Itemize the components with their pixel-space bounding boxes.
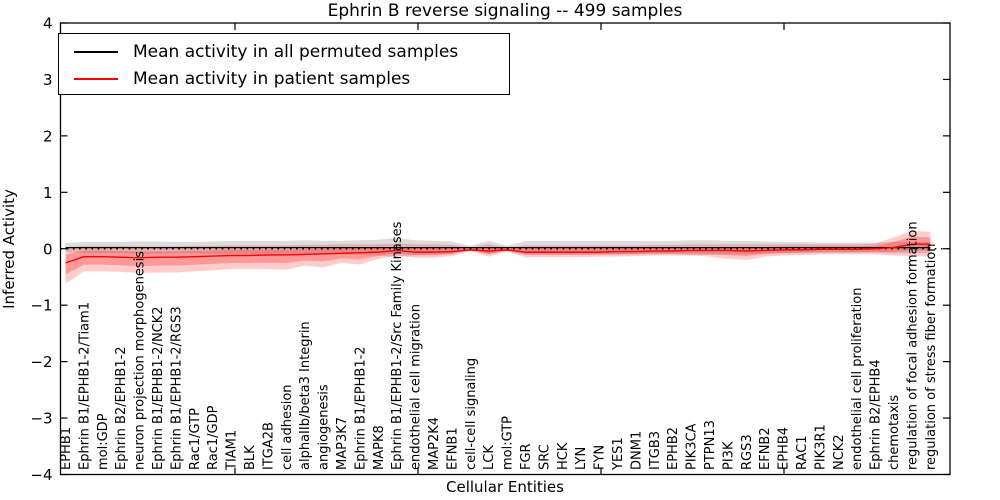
x-tick-label: BLK: [243, 445, 258, 470]
chart-title: Ephrin B reverse signaling -- 499 sample…: [328, 1, 683, 21]
x-tick-label: Ephrin B2/EPHB1-2: [114, 346, 129, 470]
x-tick-label: endothelial cell migration: [409, 304, 424, 470]
y-tick-label: 3: [43, 71, 53, 89]
x-tick-label: mol:GTP: [501, 416, 516, 470]
legend-item-permuted: Mean activity in all permuted samples: [59, 38, 509, 65]
x-tick-label: regulation of stress fiber formation: [924, 243, 939, 470]
legend-item-patient: Mean activity in patient samples: [59, 65, 509, 92]
x-tick-label: EPHB1: [59, 427, 74, 470]
x-tick-label: TIAM1: [225, 430, 240, 471]
x-tick-label: mol:GDP: [96, 413, 111, 470]
legend-label-permuted: Mean activity in all permuted samples: [133, 41, 459, 62]
x-tick-label: YES1: [611, 437, 626, 471]
y-tick-label: −4: [30, 466, 52, 484]
x-tick-label: FYN: [593, 445, 608, 470]
x-tick-label: EPHB2: [666, 427, 681, 470]
x-tick-label: HCK: [556, 442, 571, 470]
x-tick-label: Ephrin B2/EPHB4: [869, 359, 884, 470]
x-tick-label: RAC1: [795, 435, 810, 470]
x-tick-label: FGR: [519, 443, 534, 470]
x-tick-label: cell adhesion: [280, 384, 295, 470]
x-tick-label: ITGA2B: [261, 422, 276, 470]
y-tick-label: −1: [30, 297, 52, 315]
x-tick-label: Ephrin B1/EPHB1-2: [353, 346, 368, 470]
x-axis-title: Cellular Entities: [446, 478, 564, 496]
x-tick-label: Ephrin B1/EPHB1-2/RGS3: [169, 306, 184, 470]
x-tick-label: MAP3K7: [335, 417, 350, 470]
x-tick-label: Rac1/GTP: [188, 408, 203, 470]
x-tick-label: neuron projection morphogenesis: [133, 251, 148, 470]
x-tick-label: regulation of focal adhesion formation: [905, 221, 920, 470]
patient-mean-line: [65, 243, 931, 264]
y-tick-label: 4: [43, 15, 53, 33]
x-tick-label: PIK3R1: [813, 424, 828, 470]
x-tick-label: endothelial cell proliferation: [850, 288, 865, 471]
y-axis-title: Inferred Activity: [0, 189, 18, 309]
y-tick-label: 1: [43, 184, 53, 202]
x-tick-label: EFNB2: [758, 427, 773, 470]
x-tick-label: NCK2: [832, 434, 847, 470]
x-tick-label: Ephrin B1/EPHB1-2/Src Family Kinases: [390, 221, 405, 470]
x-tick-label: EPHB4: [777, 427, 792, 470]
y-tick-label: −3: [30, 410, 52, 428]
y-tick-label: 0: [43, 240, 53, 258]
x-tick-label: EFNB1: [445, 427, 460, 470]
x-tick-label: Ephrin B1/EPHB1-2/Tiam1: [77, 302, 92, 470]
y-tick-label: 2: [43, 127, 53, 145]
x-tick-label: cell-cell signaling: [464, 358, 479, 470]
legend: Mean activity in all permuted samples Me…: [58, 33, 510, 95]
x-tick-label: PIK3CA: [685, 423, 700, 470]
x-tick-label: chemotaxis: [887, 395, 902, 470]
patient-line-sample: [74, 77, 118, 80]
x-tick-label: Ephrin B1/EPHB1-2/NCK2: [151, 306, 166, 470]
x-tick-label: DNM1: [629, 431, 644, 470]
x-tick-label: Rac1/GDP: [206, 405, 221, 470]
x-tick-label: PI3K: [721, 441, 736, 470]
x-tick-label: MAP2K4: [427, 417, 442, 470]
x-tick-label: SRC: [537, 444, 552, 470]
x-tick-label: PTPN13: [703, 420, 718, 470]
x-tick-label: MAPK8: [372, 425, 387, 470]
patient-outer-band: [65, 230, 931, 284]
legend-label-patient: Mean activity in patient samples: [133, 68, 411, 89]
chart-geometry: 4 3 2 1 0 −1 −2 −3 −4 EPHB1 Ephrin B1/EPHB1-2/Tiam…: [30, 15, 951, 484]
y-tick-label: −2: [30, 353, 52, 371]
permuted-line-sample: [74, 50, 118, 53]
x-tick-label: alphaIIb/beta3 Integrin: [298, 321, 313, 470]
x-tick-label: ITGB3: [648, 431, 663, 470]
x-tick-label: RGS3: [740, 434, 755, 470]
x-tick-label: angiogenesis: [317, 384, 332, 470]
x-tick-label: LYN: [574, 447, 589, 470]
x-tick-label: LCK: [482, 445, 497, 470]
